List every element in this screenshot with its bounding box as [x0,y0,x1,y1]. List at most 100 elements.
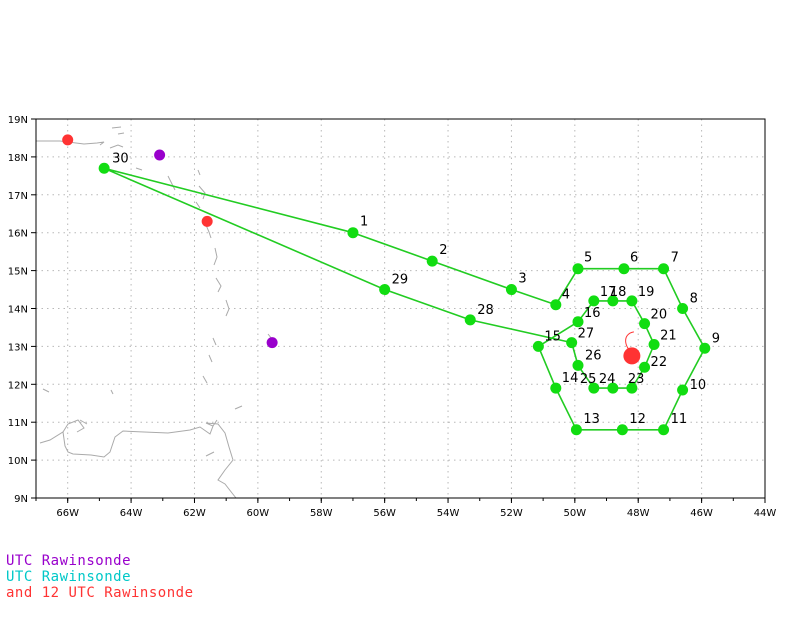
dropsonde-label-5: 5 [584,251,592,266]
dropsonde-points [98,162,711,436]
venezuela-coast [39,422,237,499]
dropsonde-7 [658,263,670,275]
tick-label-lat: 19N [8,115,28,126]
tobago-coast [234,405,243,410]
dropsonde-label-13: 13 [583,412,600,427]
dropsonde-1 [347,227,359,239]
tick-label-lat: 15N [8,267,28,278]
dropsonde-30 [98,162,110,174]
dropsonde-label-6: 6 [630,251,638,266]
dropsonde-label-29: 29 [392,273,409,288]
dropsonde-9 [699,342,711,354]
tick-label-lon: 54W [437,508,460,519]
tick-label-lon: 44W [754,508,777,519]
dropsonde-14 [550,382,562,394]
dropsonde-label-23: 23 [628,372,645,387]
dropsonde-label-19: 19 [638,285,655,300]
rawinsonde-red-2 [201,215,213,227]
dropsonde-label-30: 30 [112,151,129,166]
dropsonde-17 [588,295,600,307]
axis-tick-labels: 66W 64W 62W 60W 58W 56W 54W 52W 50W 48W 46W 44W 9N 10… [8,115,777,519]
tick-label-lon: 48W [627,508,650,519]
legend-line-red: and 12 UTC Rawinsonde [6,585,194,601]
leeward-islands-coast [111,126,125,135]
dropsonde-label-12: 12 [629,412,646,427]
antigua-coast [167,175,176,191]
dropsonde-label-21: 21 [660,329,677,344]
dropsonde-12 [616,424,628,436]
tick-label-lon: 46W [690,508,713,519]
dropsonde-label-16: 16 [584,306,601,321]
dropsonde-label-25: 25 [580,372,597,387]
tick-label-lat: 10N [8,456,28,467]
plot-border [35,118,766,499]
tick-label-lon: 62W [183,508,206,519]
dropsonde-10 [677,384,689,396]
abc-islands-coast [42,388,114,425]
storm-center [623,331,641,365]
map-frame [31,118,766,503]
tick-label-lon: 58W [310,508,333,519]
dropsonde-label-10: 10 [690,378,707,393]
rawinsonde-red-1 [62,134,74,146]
tick-label-lon: 50W [564,508,587,519]
tick-label-lat: 9N [14,494,28,505]
dropsonde-label-28: 28 [477,303,494,318]
tick-label-lat: 18N [8,153,28,164]
dropsonde-22 [639,361,651,373]
dropsonde-13 [570,424,582,436]
anguilla-coast [135,167,143,171]
dropsonde-label-15: 15 [544,329,561,344]
st-vincent-coast [225,299,230,317]
dropsonde-29 [379,284,391,296]
guadeloupe-coast [195,169,206,209]
dropsonde-16 [572,316,584,328]
dropsonde-4 [550,299,562,311]
legend-line-purple: UTC Rawinsonde [6,553,132,569]
dropsonde-label-8: 8 [690,292,698,307]
st-lucia-coast [215,277,222,293]
dropsonde-20 [639,318,651,330]
dropsonde-2 [426,255,438,267]
tick-label-lon: 64W [120,508,143,519]
rawinsonde-sites [62,134,278,349]
dropsonde-label-20: 20 [651,308,668,323]
dropsonde-label-11: 11 [671,412,688,427]
dropsonde-24 [607,382,619,394]
dropsonde-19 [626,295,638,307]
dropsonde-5 [572,263,584,275]
dropsonde-label-22: 22 [651,355,668,370]
dropsonde-label-14: 14 [562,371,579,386]
dropsonde-label-1: 1 [360,215,368,230]
tick-label-lon: 66W [56,508,79,519]
dropsonde-27 [566,337,578,349]
dropsonde-label-26: 26 [585,348,602,363]
dropsonde-label-17: 17 [600,285,617,300]
grenadines-coast [208,337,217,363]
dominica-coast [205,224,212,239]
tick-label-lat: 12N [8,380,28,391]
rawinsonde-purple-2 [266,337,278,349]
dropsonde-label-9: 9 [712,331,720,346]
dropsonde-28 [464,314,476,326]
storm-center-marker [623,347,641,365]
tick-label-lat: 13N [8,342,28,353]
dropsonde-25 [588,382,600,394]
dropsonde-26 [572,359,584,371]
rawinsonde-purple-1 [154,149,166,161]
dropsonde-label-24: 24 [599,372,616,387]
dropsonde-label-18: 18 [610,285,627,300]
puerto-rico-coast [36,140,105,146]
tick-label-lat: 14N [8,305,28,316]
dropsonde-23 [626,382,638,394]
dropsonde-label-4: 4 [562,288,570,303]
legend-line-cyan: UTC Rawinsonde [6,569,132,585]
dropsonde-21 [648,339,660,351]
tick-label-lon: 56W [373,508,396,519]
virgin-islands-coast [109,144,124,149]
dropsonde-18 [607,295,619,307]
dropsonde-label-27: 27 [578,327,595,342]
coastlines [36,126,273,499]
